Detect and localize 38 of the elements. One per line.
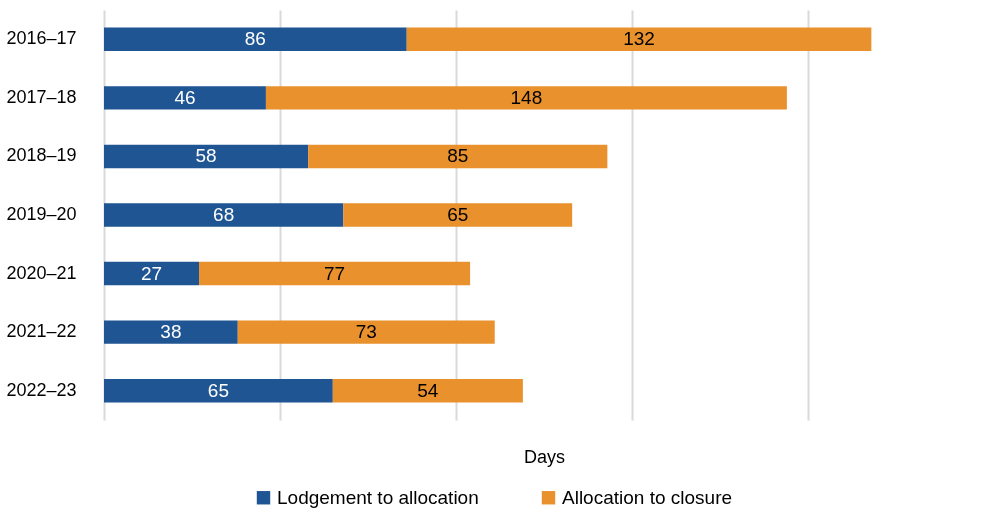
bar (406, 27, 872, 51)
bar (104, 379, 333, 403)
bar (104, 261, 200, 286)
bar (332, 379, 523, 403)
x-axis-title: Days (523, 446, 566, 467)
y-tick-label: 2021–22 (6, 321, 77, 342)
bar (104, 203, 344, 227)
legend-label: Allocation to closure (562, 486, 733, 508)
bar (237, 320, 495, 344)
bar (199, 261, 471, 286)
y-tick-label: 2022–23 (6, 379, 77, 400)
bar (265, 86, 787, 110)
data-label: 148 (510, 86, 543, 108)
data-label: 65 (447, 204, 469, 225)
y-tick-label: 2017–18 (6, 86, 77, 107)
bar (308, 144, 608, 169)
y-tick-label: 2020–21 (6, 262, 77, 283)
legend-label: Lodgement to allocation (277, 486, 479, 508)
data-label: 68 (213, 204, 235, 225)
bar (104, 144, 309, 169)
data-label: 73 (355, 321, 377, 343)
y-tick-label: 2016–17 (6, 28, 77, 49)
data-label: 65 (207, 379, 229, 401)
data-label: 46 (174, 86, 196, 108)
data-label: 77 (323, 262, 346, 284)
y-tick-label: 2019–20 (6, 204, 77, 224)
bar (104, 320, 238, 344)
data-label: 58 (195, 145, 217, 167)
bar (343, 203, 573, 227)
bar (104, 27, 407, 51)
data-label: 132 (623, 28, 655, 50)
data-label: 86 (244, 28, 266, 50)
y-tick-label: 2018–19 (6, 145, 77, 166)
bar (104, 86, 266, 110)
data-label: 27 (140, 262, 163, 284)
data-label: 54 (417, 379, 439, 401)
data-label: 85 (447, 145, 469, 167)
data-label: 38 (160, 321, 182, 343)
